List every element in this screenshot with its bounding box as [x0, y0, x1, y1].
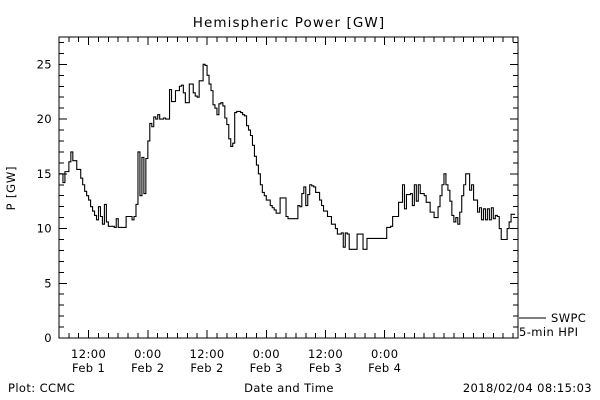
- plot-frame: [58, 36, 519, 339]
- x-tick-label-time: 0:00: [253, 347, 280, 361]
- plot-border: [58, 36, 519, 339]
- x-tick-label-time: 12:00: [308, 347, 343, 361]
- x-axis-label: Date and Time: [244, 381, 334, 395]
- x-tick-label-date: Feb 1: [72, 361, 105, 375]
- x-tick-label-date: Feb 3: [309, 361, 342, 375]
- y-axis-label: P [GW]: [4, 166, 18, 211]
- data-series-group: [59, 63, 516, 250]
- series-swpc-5min-hpi: [59, 63, 516, 250]
- chart-footer: Plot: CCMC Date and Time 2018/02/04 08:1…: [8, 381, 592, 395]
- y-tick-label: 0: [44, 331, 52, 345]
- chart-legend: SWPC 5-min HPI: [519, 311, 586, 339]
- y-tick-label: 5: [44, 276, 52, 290]
- page-title: Hemispheric Power [GW]: [193, 15, 386, 31]
- y-axis-ticks: 0 5 10 15 20 25: [37, 41, 518, 345]
- y-tick-label: 10: [37, 222, 52, 236]
- x-tick-label-date: Feb 3: [250, 361, 283, 375]
- y-tick-label: 25: [37, 57, 52, 71]
- x-tick-label-time: 0:00: [371, 347, 398, 361]
- y-axis-label-group: P [GW]: [4, 166, 18, 211]
- legend-label-line1: SWPC: [551, 311, 586, 325]
- x-tick-label-date: Feb 4: [368, 361, 401, 375]
- x-tick-label-time: 12:00: [189, 347, 224, 361]
- legend-label-line2: 5-min HPI: [519, 325, 578, 339]
- x-tick-label-date: Feb 2: [131, 361, 164, 375]
- footer-timestamp: 2018/02/04 08:15:03: [463, 381, 592, 395]
- y-tick-label: 20: [37, 112, 52, 126]
- chart-title-group: Hemispheric Power [GW]: [193, 15, 386, 31]
- x-tick-label-time: 0:00: [134, 347, 161, 361]
- x-tick-label-date: Feb 2: [190, 361, 223, 375]
- x-tick-label-time: 12:00: [71, 347, 106, 361]
- footer-plot-credit: Plot: CCMC: [8, 381, 75, 395]
- y-tick-label: 15: [37, 167, 52, 181]
